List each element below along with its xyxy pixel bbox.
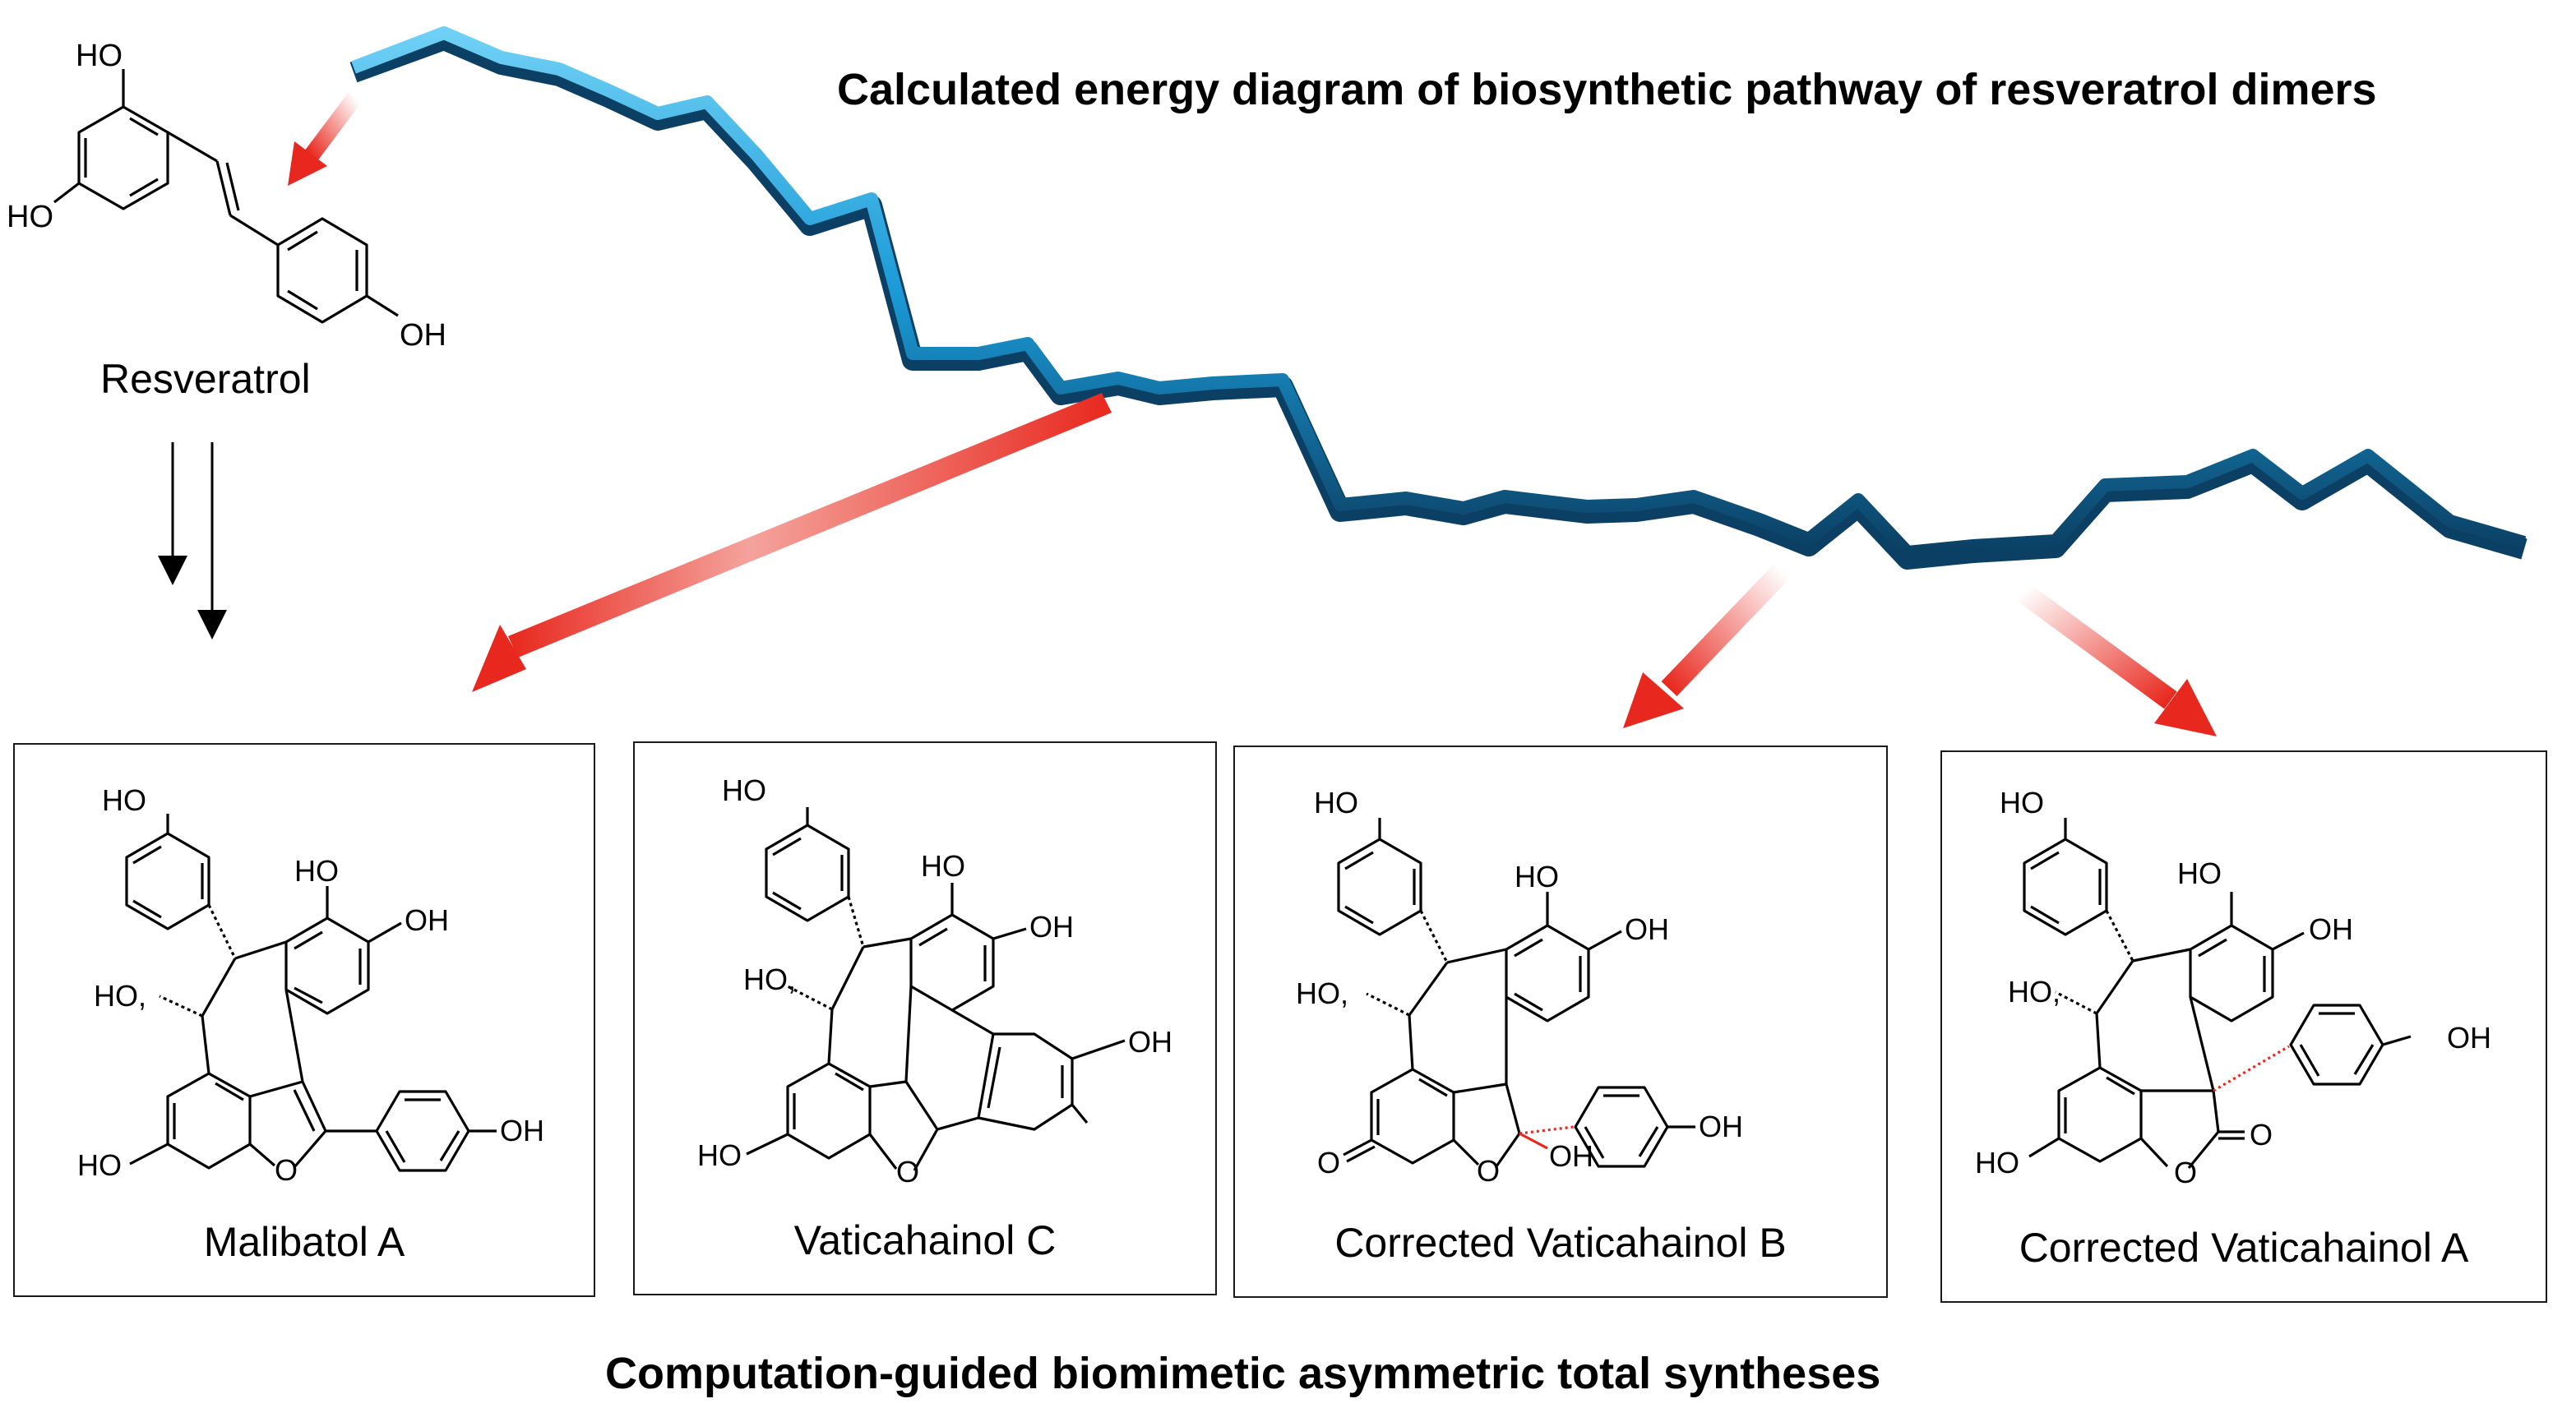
product-name-vaticahainol-c: Vaticahainol C xyxy=(793,1217,1057,1263)
vaticahainol-c-o-furan: O xyxy=(896,1155,919,1189)
resveratrol-atom-labels: HO HO OH xyxy=(7,39,446,353)
energy-ribbon-top xyxy=(351,26,2527,559)
synthesis-arrows xyxy=(158,442,227,639)
product-name-malibatol-a: Malibatol A xyxy=(203,1219,405,1265)
vaticahainol-a-oh-ring: OH xyxy=(2309,912,2353,946)
resveratrol-name: Resveratrol xyxy=(100,356,311,402)
vaticahainol-b-oh-ring: OH xyxy=(1625,912,1669,946)
product-name-corrected-vaticahainol-a: Corrected Vaticahainol A xyxy=(2019,1225,2469,1271)
vaticahainol-a-o-lactone: O xyxy=(2174,1156,2197,1189)
malibatol-ho-bottom: HO xyxy=(77,1148,122,1182)
vaticahainol-b-ho-chain: HO, xyxy=(1296,976,1348,1010)
vaticahainol-b-structure: HO HO HO, OH OH O O OH xyxy=(1296,786,1743,1188)
vaticahainol-a-ho-bottom: HO xyxy=(1975,1146,2019,1179)
resveratrol-ho-top: HO xyxy=(76,39,123,73)
malibatol-a-structure: HO HO HO, OH OH HO O xyxy=(77,783,544,1187)
malibatol-ho-ring: HO xyxy=(294,854,339,888)
malibatol-oh-aryl: OH xyxy=(500,1114,544,1147)
vaticahainol-b-ho-top: HO xyxy=(1314,786,1358,819)
product-box-corrected-vaticahainol-a: HO HO HO, OH OH HO O O Corrected Vaticah… xyxy=(1940,750,2547,1303)
vaticahainol-a-ho-ring: HO xyxy=(2177,856,2222,890)
malibatol-ho-chain: HO, xyxy=(94,979,146,1013)
resveratrol-oh-right: OH xyxy=(400,318,446,353)
malibatol-ho-top: HO xyxy=(102,783,146,817)
vaticahainol-c-oh-ring: OH xyxy=(1029,910,1074,944)
pathway-arrows xyxy=(288,92,2217,736)
vaticahainol-a-o-carbonyl: O xyxy=(2250,1118,2273,1152)
vaticahainol-c-ho-ring: HO xyxy=(921,849,965,883)
diagram-title-bottom: Computation-guided biomimetic asymmetric… xyxy=(605,1349,1881,1398)
malibatol-oh-ring: OH xyxy=(405,903,449,937)
vaticahainol-b-o-furan: O xyxy=(1477,1154,1500,1188)
arrow-to-resveratrol xyxy=(288,92,362,186)
energy-ribbon xyxy=(349,26,2527,570)
vaticahainol-c-ho-bottom: HO xyxy=(697,1138,742,1172)
vaticahainol-a-ho-chain: HO, xyxy=(2008,975,2060,1009)
vaticahainol-c-oh-right: OH xyxy=(1128,1025,1172,1059)
arrow-to-vaticahainol-a xyxy=(2016,583,2217,736)
product-box-vaticahainol-c: HO HO HO, OH OH HO O Vaticahainol C xyxy=(633,741,1217,1295)
arrow-to-malibatol xyxy=(472,393,1112,692)
vaticahainol-c-ho-top: HO xyxy=(722,773,766,807)
product-name-corrected-vaticahainol-b: Corrected Vaticahainol B xyxy=(1334,1220,1787,1266)
vaticahainol-b-ho-ring: HO xyxy=(1515,860,1559,893)
arrow-to-vaticahainol-b xyxy=(1623,563,1791,728)
vaticahainol-b-oh-aryl: OH xyxy=(1699,1110,1743,1143)
vaticahainol-a-oh-aryl: OH xyxy=(2447,1021,2491,1055)
vaticahainol-c-ho-chain: HO, xyxy=(743,963,796,996)
resveratrol-structure xyxy=(53,69,399,324)
product-box-corrected-vaticahainol-b: HO HO HO, OH OH O O OH Corrected Vaticah… xyxy=(1233,746,1888,1298)
vaticahainol-b-oh-hemiketal: OH xyxy=(1549,1139,1593,1173)
product-box-malibatol-a: HO HO HO, OH OH HO O Malibatol A xyxy=(13,743,595,1297)
vaticahainol-a-structure: HO HO HO, OH OH HO O O xyxy=(1975,786,2491,1189)
resveratrol-ho-left: HO xyxy=(7,200,53,234)
malibatol-o-furan: O xyxy=(275,1153,298,1187)
vaticahainol-b-ketone-o: O xyxy=(1317,1146,1340,1179)
vaticahainol-a-ho-top: HO xyxy=(2000,786,2044,819)
vaticahainol-c-structure: HO HO HO, OH OH HO O xyxy=(697,773,1172,1189)
diagram-title-top: Calculated energy diagram of biosyntheti… xyxy=(837,65,2377,114)
